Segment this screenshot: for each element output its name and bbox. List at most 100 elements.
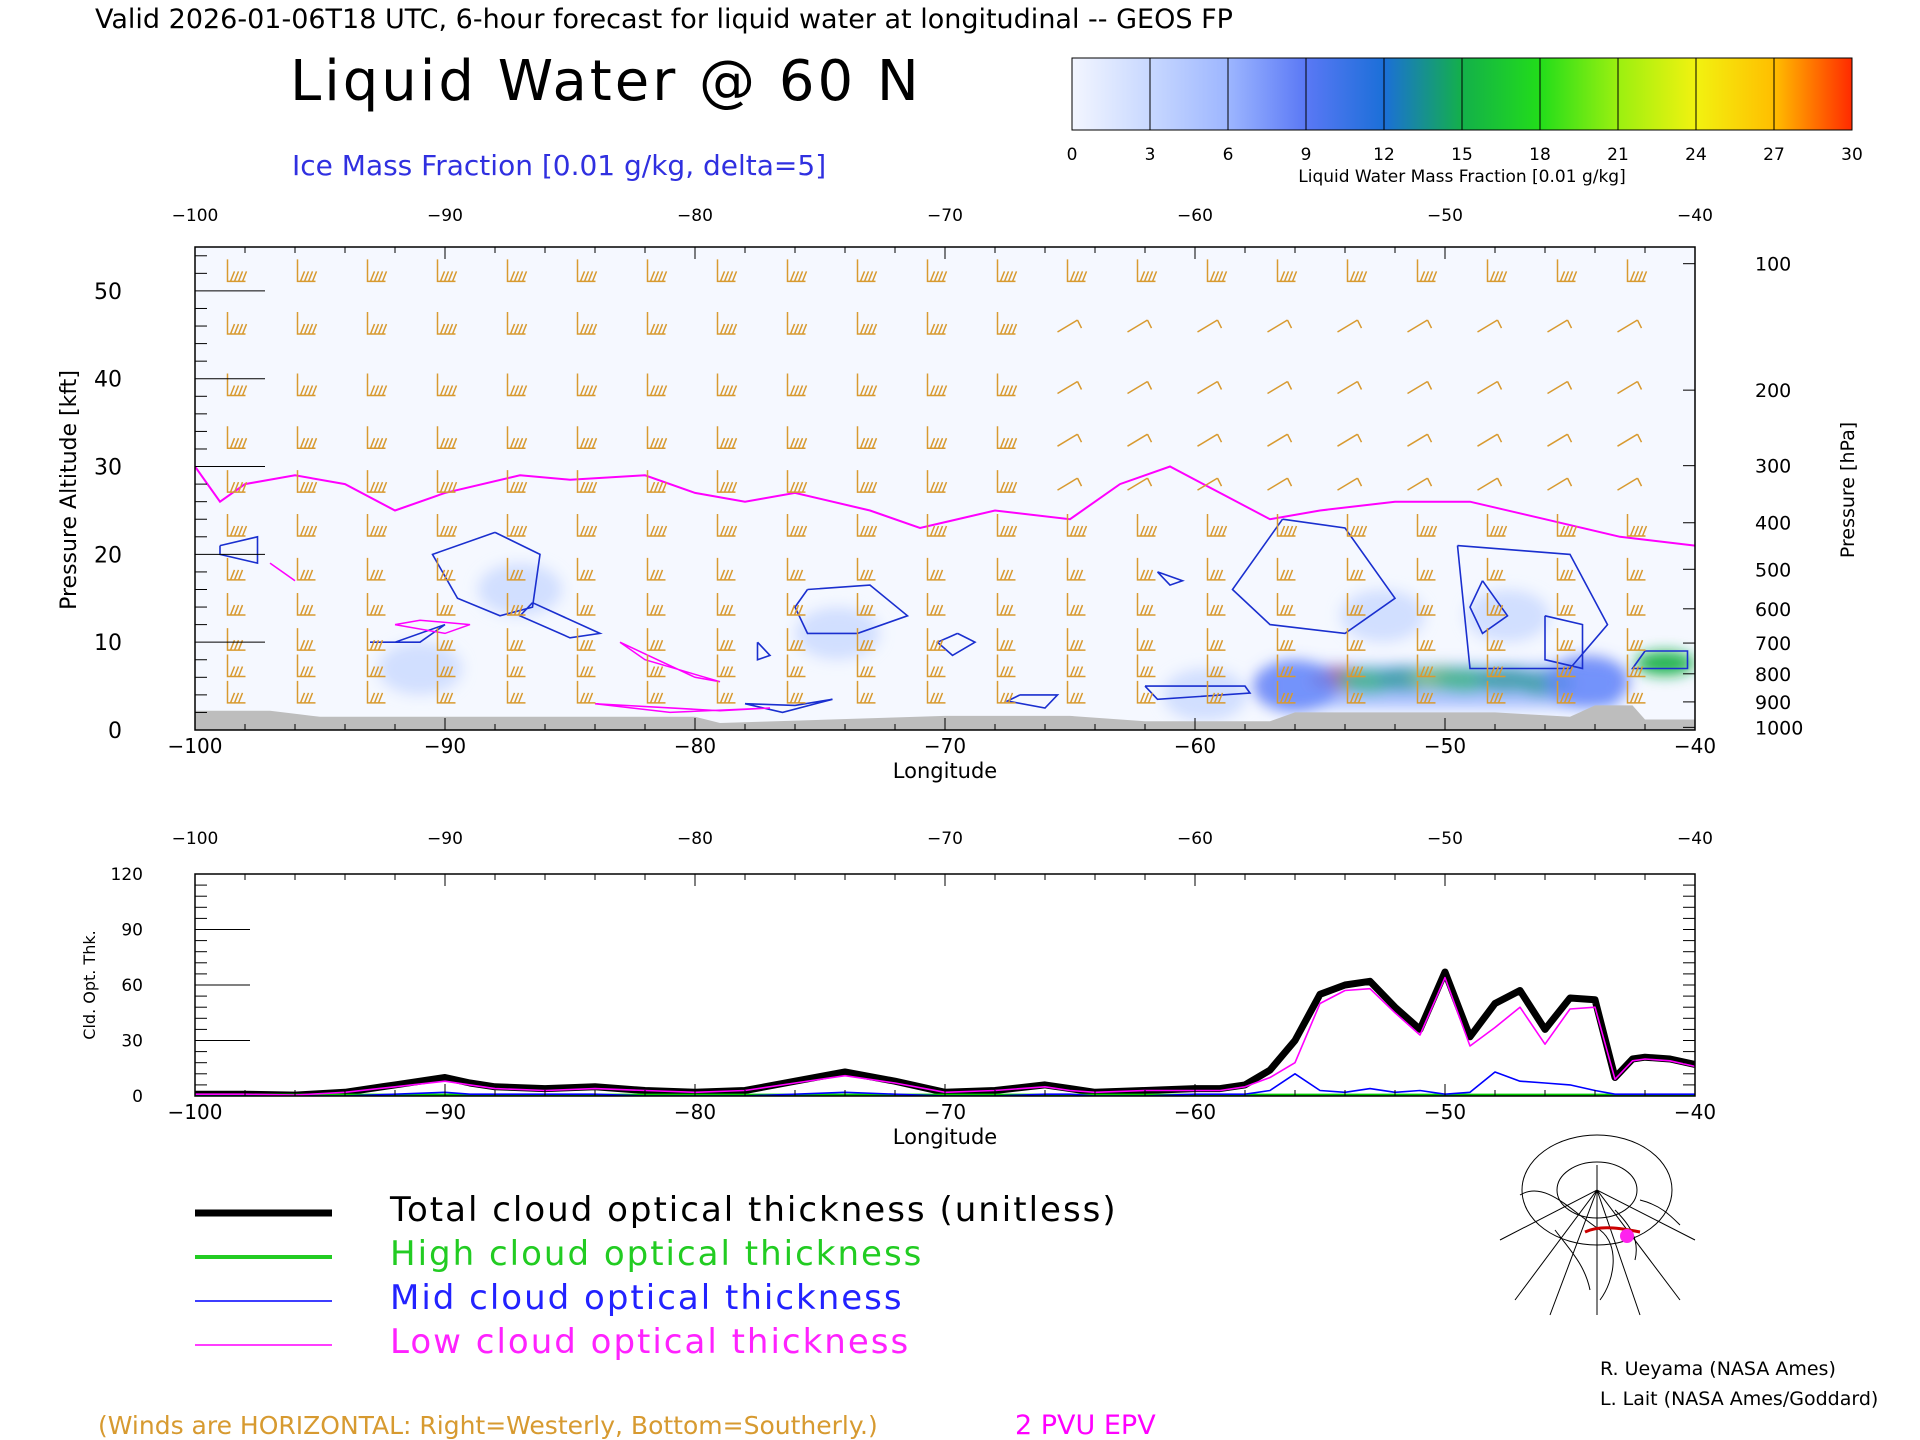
wind-barb [1556, 628, 1576, 651]
wind-barb [1486, 557, 1506, 581]
wind-barb [1066, 654, 1086, 678]
wind-barb [1276, 514, 1298, 537]
wind-barb [646, 312, 668, 335]
wind-barb [366, 654, 386, 678]
wind-barb [1556, 514, 1578, 537]
wind-barb [856, 628, 876, 651]
ice-contour [370, 623, 446, 643]
wind-barb [576, 654, 596, 678]
wind-barb [436, 654, 456, 678]
wind-barb [366, 312, 388, 335]
wind-barb [646, 426, 668, 449]
wind-barb [1127, 477, 1153, 491]
wind-barb [786, 557, 806, 581]
wind-barb [1136, 557, 1156, 581]
wind-barb [296, 312, 318, 335]
wind-barb [1057, 380, 1083, 395]
wind-barb [926, 680, 946, 704]
wind-barb [506, 654, 526, 678]
wind-barb [1337, 433, 1363, 447]
wind-barb [1416, 557, 1436, 581]
terrain [195, 705, 1695, 730]
bottom-ylabel: Cld. Opt. Thk. [80, 930, 99, 1039]
wind-barb [786, 680, 806, 704]
wind-barb [1346, 514, 1368, 537]
wind-barb [296, 628, 316, 651]
colorbar-cell [1617, 57, 1697, 131]
wind-barb [366, 628, 386, 651]
pressure-tick-label: 200 [1755, 380, 1791, 402]
wind-barb [646, 557, 666, 581]
wind-barb [1136, 259, 1158, 283]
wind-barb [296, 373, 318, 397]
wind-barb [716, 680, 736, 704]
top-y-tick-label: 30 [94, 456, 122, 481]
ice-contour [1630, 650, 1689, 670]
wind-barb [926, 654, 946, 678]
wind-barb [926, 470, 948, 493]
wind-barb [226, 593, 246, 616]
wind-barb [1547, 477, 1573, 491]
wind-barb [716, 259, 738, 283]
wind-barb [1617, 433, 1643, 447]
wind-barb [856, 373, 878, 397]
wind-barb [646, 680, 666, 704]
colorbar-tick-label: 21 [1607, 145, 1629, 165]
wind-barb [926, 514, 948, 537]
colorbar-cell [1305, 57, 1385, 131]
wind-barb [296, 470, 318, 493]
pressure-tick-label: 500 [1755, 559, 1791, 581]
wind-barb [1486, 593, 1506, 616]
wind-barb [1066, 593, 1086, 616]
colorbar: 0 3 6 9 12 15 18 21 24 27 30 Liquid Water Mass Fra… [1067, 57, 1863, 187]
wind-barb [1477, 433, 1503, 447]
ice-contour [518, 601, 603, 639]
subtitle: Ice Mass Fraction [0.01 g/kg, delta=5] [292, 149, 826, 182]
wind-barb [786, 628, 806, 651]
wind-barb [1416, 680, 1436, 704]
wind-barb [1486, 259, 1508, 283]
top-xlabel: Longitude [893, 759, 997, 783]
wind-barb [926, 373, 948, 397]
series-line [195, 976, 1695, 1096]
wind-barb [366, 680, 386, 704]
wind-barb [1416, 259, 1438, 283]
wind-barb [366, 259, 388, 283]
wind-barb [996, 628, 1016, 651]
wind-barb [1416, 654, 1436, 678]
wind-barb [1197, 380, 1223, 395]
wind-barb [226, 426, 248, 449]
top-x-tick-label: −80 [674, 734, 716, 758]
top-ylabel-right: Pressure [hPa] [1837, 422, 1859, 558]
wind-barb [436, 312, 458, 335]
wind-barb [1556, 557, 1576, 581]
top-x-tick-label-upper: −40 [1677, 206, 1713, 226]
wind-barb [926, 312, 948, 335]
wind-barb [716, 593, 736, 616]
wind-barb [996, 514, 1018, 537]
wind-barb [1626, 514, 1648, 537]
wind-barb [1066, 259, 1088, 283]
bottom-x-tick-label-upper: −90 [427, 829, 463, 849]
winds-note: (Winds are HORIZONTAL: Right=Westerly, B… [98, 1411, 878, 1440]
wind-barb [1556, 259, 1578, 283]
wind-barb [1197, 433, 1223, 447]
wind-barb [1407, 319, 1433, 333]
ice-contour [1004, 694, 1060, 709]
top-x-tick-label: −90 [424, 734, 466, 758]
wind-barb [996, 259, 1018, 283]
wind-barb [926, 628, 946, 651]
wind-barb [296, 426, 318, 449]
ice-contour [1456, 544, 1609, 670]
bottom-y-tick-label: 30 [121, 1032, 143, 1052]
top-x-tick-label-upper: −70 [927, 206, 963, 226]
wind-barb [1626, 557, 1646, 581]
wind-barb [1626, 654, 1646, 678]
wind-barb [226, 654, 246, 678]
top-x-tick-label-upper: −60 [1177, 206, 1213, 226]
wind-barb [1346, 557, 1366, 581]
legend: Total cloud optical thickness (unitless)… [195, 1190, 1116, 1362]
colorbar-cell [1695, 57, 1775, 131]
wind-barb [646, 593, 666, 616]
top-y-tick-label: 0 [108, 719, 122, 744]
